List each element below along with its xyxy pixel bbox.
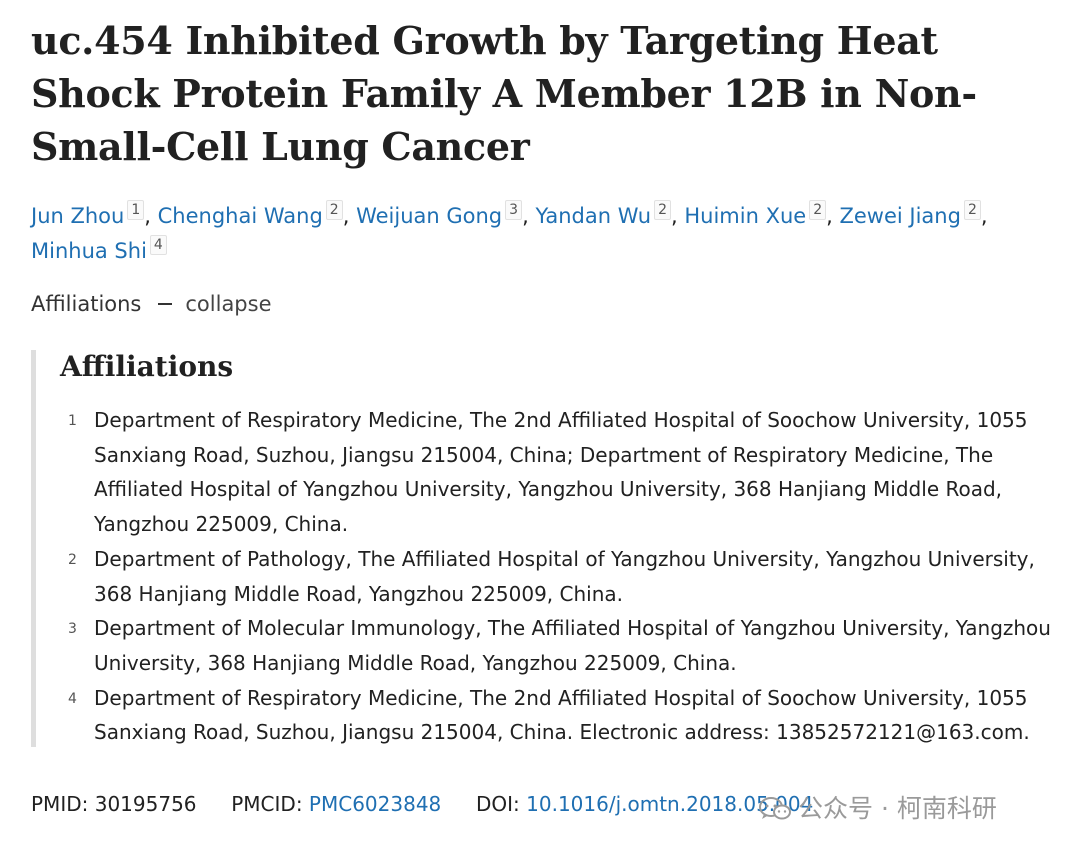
affiliation-text: Department of Molecular Immunology, The … bbox=[94, 616, 1051, 675]
affiliations-list: 1 Department of Respiratory Medicine, The… bbox=[36, 403, 1061, 750]
affiliation-number: 4 bbox=[68, 690, 77, 707]
author-separator: , bbox=[342, 204, 350, 228]
affiliation-ref-button[interactable]: 1 bbox=[127, 200, 145, 220]
affiliation-ref-button[interactable]: 2 bbox=[963, 200, 981, 220]
pmcid-link[interactable]: PMC6023848 bbox=[308, 792, 442, 816]
affiliations-heading: Affiliations bbox=[60, 350, 234, 383]
affiliation-number: 2 bbox=[68, 551, 77, 568]
author-item: Chenghai Wang 2, bbox=[157, 200, 350, 228]
affiliations-toggle: Affiliations collapse bbox=[31, 288, 272, 320]
author-name-link[interactable]: Jun Zhou bbox=[31, 204, 125, 228]
wechat-icon bbox=[759, 797, 791, 820]
author-name-link[interactable]: Weijuan Gong bbox=[356, 204, 503, 228]
author-item: Yandan Wu 2, bbox=[535, 200, 678, 228]
pmid-label: PMID: bbox=[31, 792, 89, 816]
affiliation-item: 2 Department of Pathology, The Affiliated… bbox=[36, 542, 1061, 611]
author-item: Zewei Jiang 2, bbox=[839, 200, 988, 228]
affiliation-item: 1 Department of Respiratory Medicine, The… bbox=[36, 403, 1061, 542]
affiliation-text: Department of Pathology, The Affiliated … bbox=[94, 546, 1035, 606]
watermark: 公众号 · 柯南科研 bbox=[758, 793, 997, 825]
affiliation-text: Department of Respiratory Medicine, The … bbox=[94, 408, 1028, 537]
pmid-value: 30195756 bbox=[94, 792, 197, 816]
author-separator: , bbox=[826, 204, 833, 228]
affiliation-ref-button[interactable]: 2 bbox=[654, 200, 671, 220]
author-item: Minhua Shi 4 bbox=[31, 235, 167, 263]
doi-label: DOI: bbox=[476, 792, 520, 816]
affiliation-ref-button[interactable]: 2 bbox=[325, 200, 343, 220]
affiliation-item: 4 Department of Respiratory Medicine, The… bbox=[36, 681, 1061, 750]
author-separator: , bbox=[522, 204, 529, 228]
author-list: Jun Zhou 1, Chenghai Wang 2, Weijuan Gong 3… bbox=[31, 199, 1061, 269]
affiliations-toggle-label: Affiliations bbox=[31, 292, 142, 316]
affiliation-number: 1 bbox=[68, 413, 77, 429]
affiliations-panel: Affiliations 1 Department of Respiratory … bbox=[31, 350, 1066, 747]
article-title: uc.454 Inhibited Growth by Targeting Hea… bbox=[31, 18, 977, 169]
author-separator: , bbox=[670, 204, 678, 228]
affiliation-ref-button[interactable]: 2 bbox=[809, 200, 827, 220]
watermark-text: 公众号 · 柯南科研 bbox=[798, 794, 997, 823]
collapse-affiliations-button[interactable]: collapse bbox=[185, 292, 272, 316]
author-item: Jun Zhou 1, bbox=[31, 200, 151, 228]
minus-icon[interactable] bbox=[158, 303, 173, 305]
affiliation-ref-button[interactable]: 4 bbox=[149, 235, 167, 255]
author-item: Weijuan Gong 3, bbox=[356, 200, 529, 228]
author-name-link[interactable]: Huimin Xue bbox=[684, 204, 807, 228]
author-name-link[interactable]: Zewei Jiang bbox=[839, 204, 961, 228]
affiliation-ref-button[interactable]: 3 bbox=[505, 200, 523, 220]
affiliation-number: 3 bbox=[68, 621, 77, 638]
doi-link[interactable]: 10.1016/j.omtn.2018.05.004 bbox=[526, 792, 814, 816]
author-separator: , bbox=[980, 204, 988, 228]
pmcid-label: PMCID: bbox=[231, 792, 303, 816]
author-item: Huimin Xue 2, bbox=[684, 200, 833, 228]
affiliation-text: Department of Respiratory Medicine, The … bbox=[94, 685, 1030, 745]
article-identifiers: PMID: 30195756 PMCID: PMC6023848 DOI: 10… bbox=[31, 788, 813, 820]
author-name-link[interactable]: Chenghai Wang bbox=[157, 204, 323, 228]
author-name-link[interactable]: Yandan Wu bbox=[535, 204, 652, 228]
affiliation-item: 3 Department of Molecular Immunology, The… bbox=[36, 611, 1061, 680]
author-name-link[interactable]: Minhua Shi bbox=[31, 239, 147, 263]
author-separator: , bbox=[144, 204, 151, 228]
